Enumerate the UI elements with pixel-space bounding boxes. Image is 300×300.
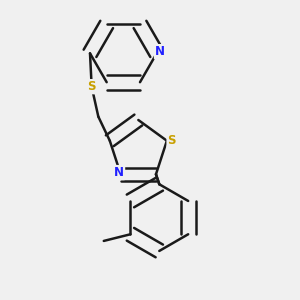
Text: S: S [87, 80, 96, 93]
Text: N: N [114, 166, 124, 179]
Text: S: S [168, 134, 176, 147]
Text: N: N [155, 45, 165, 58]
